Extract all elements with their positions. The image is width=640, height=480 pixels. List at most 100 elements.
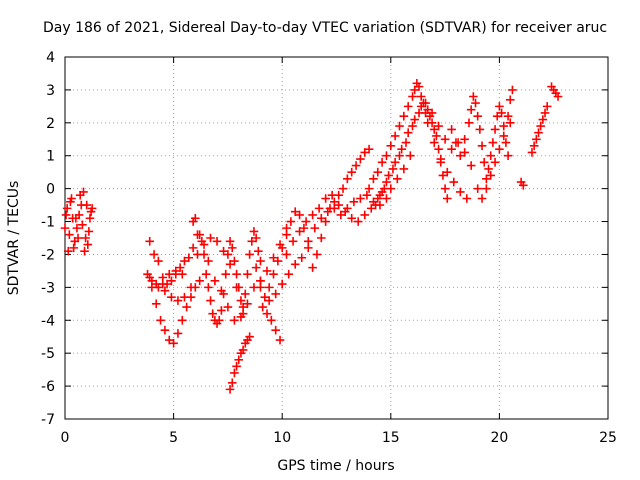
x-tick-label: 20 <box>490 430 508 446</box>
data-point <box>232 362 241 371</box>
data-point <box>158 279 168 289</box>
data-point <box>145 273 155 282</box>
data-point <box>503 111 513 121</box>
x-tick-label: 10 <box>273 430 291 446</box>
data-point <box>70 236 80 246</box>
data-point <box>356 194 365 203</box>
series-s7 <box>447 85 517 203</box>
data-point <box>532 134 541 144</box>
y-tick-labels: -7 -6 -5 -4 -3 -2 -1 0 1 2 3 4 <box>41 50 55 428</box>
data-point <box>442 167 452 177</box>
data-point <box>288 236 298 246</box>
data-point <box>175 263 185 272</box>
data-point <box>408 121 417 131</box>
data-point <box>314 204 324 213</box>
data-point <box>258 302 267 312</box>
data-point <box>264 296 274 305</box>
data-point <box>69 243 78 253</box>
data-point <box>251 263 261 272</box>
data-point <box>527 148 537 157</box>
data-point <box>78 220 87 230</box>
data-point <box>299 223 309 233</box>
x-axis-label: GPS time / hours <box>277 458 394 474</box>
data-point <box>347 167 357 177</box>
y-tick-label: 4 <box>46 50 55 66</box>
data-point <box>160 286 170 295</box>
data-point <box>225 236 235 246</box>
data-point <box>471 98 480 108</box>
data-point <box>206 233 215 243</box>
data-point <box>238 345 248 355</box>
data-point <box>310 223 320 233</box>
data-point <box>271 325 280 335</box>
data-point <box>499 131 509 141</box>
data-point <box>267 315 276 325</box>
axis-ticks <box>64 56 609 420</box>
data-point <box>177 269 187 279</box>
data-point <box>225 385 235 394</box>
data-point <box>254 246 263 256</box>
data-point <box>73 233 83 243</box>
data-point <box>538 115 548 124</box>
data-point <box>75 190 85 200</box>
data-point <box>273 256 283 266</box>
data-point <box>505 118 515 128</box>
data-point <box>173 329 183 338</box>
data-point <box>429 138 439 147</box>
data-point <box>63 246 73 256</box>
y-tick-label: -7 <box>41 412 55 428</box>
data-point <box>61 210 71 220</box>
data-point <box>262 309 272 318</box>
data-point <box>321 194 330 203</box>
data-point <box>469 92 478 101</box>
data-point <box>438 171 448 180</box>
y-tick-label: -4 <box>41 313 55 329</box>
data-point <box>72 223 82 233</box>
data-point <box>223 250 233 259</box>
series-s4 <box>225 332 254 394</box>
data-point <box>466 105 476 114</box>
data-point <box>442 194 452 203</box>
data-point <box>497 108 506 118</box>
data-point <box>360 148 370 157</box>
data-point <box>81 233 90 243</box>
data-point <box>66 197 75 207</box>
data-point <box>223 302 233 312</box>
data-point <box>466 161 476 170</box>
grid <box>65 57 608 419</box>
data-point <box>62 204 72 213</box>
data-point <box>490 125 500 134</box>
data-point <box>421 98 430 108</box>
data-point <box>414 82 424 91</box>
data-point <box>488 138 498 147</box>
data-point <box>473 184 482 193</box>
data-point <box>316 213 326 223</box>
series-s1 <box>60 187 97 256</box>
y-tick-label: 0 <box>46 182 55 198</box>
data-point <box>188 243 198 253</box>
data-point <box>482 174 491 184</box>
y-tick-label: -1 <box>41 215 55 231</box>
data-point <box>74 210 84 220</box>
data-point <box>323 207 333 216</box>
data-point <box>156 315 165 325</box>
data-point <box>277 279 287 289</box>
data-point <box>275 335 285 345</box>
data-point <box>423 118 433 128</box>
data-point <box>191 213 200 223</box>
data-point <box>382 177 391 187</box>
data-point <box>208 309 217 318</box>
data-point <box>303 236 313 246</box>
data-point <box>238 309 248 318</box>
data-point <box>84 227 94 236</box>
data-point <box>349 197 359 207</box>
data-point <box>295 210 304 220</box>
data-point <box>440 134 450 144</box>
data-point <box>230 315 239 325</box>
data-point <box>321 217 330 226</box>
data-point <box>447 125 456 134</box>
data-point <box>542 102 552 111</box>
data-point <box>340 207 350 216</box>
data-point <box>234 355 244 365</box>
